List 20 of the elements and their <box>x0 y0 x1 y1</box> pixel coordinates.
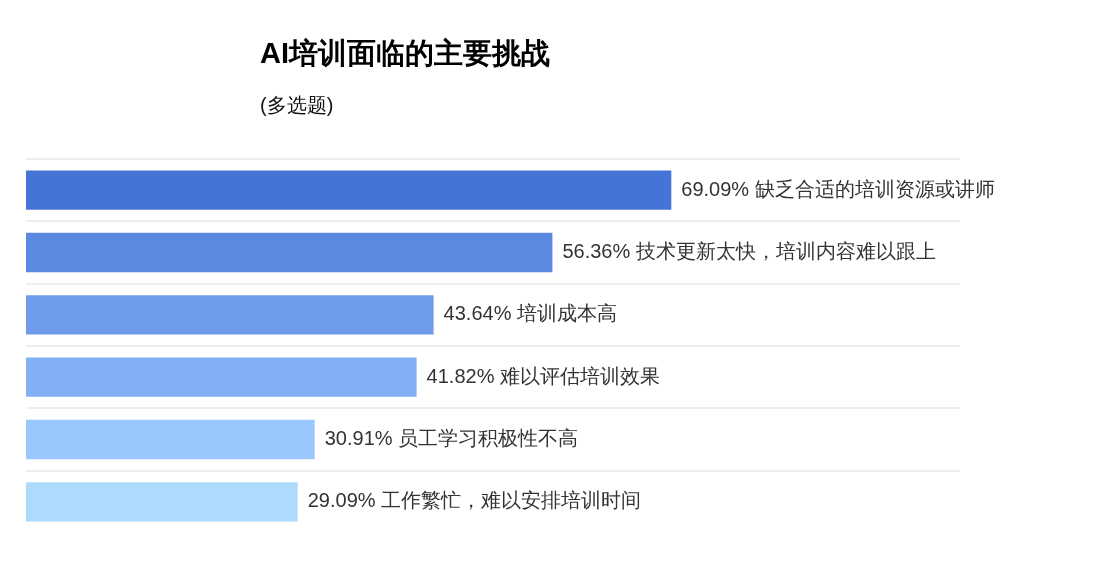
chart-subtitle: (多选题) <box>260 93 334 118</box>
bar <box>26 170 672 210</box>
y-tick-label: 难以评估培训效果 <box>498 364 660 387</box>
y-tick-label: 工作繁忙，难以安排培训时间 <box>381 489 642 512</box>
data-label: 56.36% <box>562 240 631 263</box>
bar <box>26 419 315 460</box>
y-tick-label: 培训成本高 <box>515 302 617 325</box>
y-tick-label: 缺乏合适的培训资源或讲师 <box>754 177 995 200</box>
data-label: 41.82% <box>426 364 495 387</box>
data-label: 43.64% <box>443 302 512 325</box>
bar <box>26 482 298 522</box>
data-label: 69.09% <box>681 177 750 200</box>
chart-title: AI培训面临的主要挑战 <box>260 36 550 71</box>
y-tick-label: 员工学习积极性不高 <box>398 427 579 450</box>
bar <box>26 357 417 397</box>
bar <box>26 232 553 273</box>
y-tick-label: 技术更新太快，培训内容难以跟上 <box>634 240 936 263</box>
data-label: 29.09% <box>307 489 376 512</box>
data-label: 30.91% <box>324 427 393 450</box>
bar <box>26 295 434 335</box>
